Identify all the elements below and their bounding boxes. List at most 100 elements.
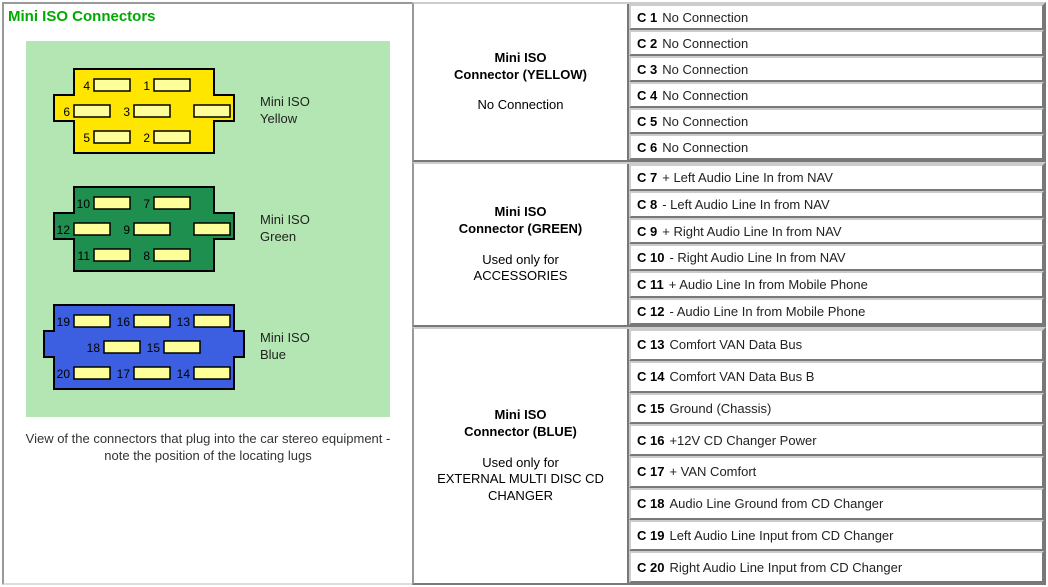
svg-text:20: 20 — [57, 367, 71, 381]
pin-row: C 17 + VAN Comfort — [629, 456, 1044, 488]
pin-row: C 9 + Right Audio Line In from NAV — [629, 218, 1044, 245]
pin-table: C 7 + Left Audio Line In from NAVC 8 - L… — [629, 164, 1044, 325]
pin-id: C 16 — [637, 433, 664, 448]
pin-row: C 12 - Audio Line In from Mobile Phone — [629, 298, 1044, 325]
pin-id: C 10 — [637, 250, 664, 265]
pin-row: C 15 Ground (Chassis) — [629, 393, 1044, 425]
pin-desc: No Connection — [662, 36, 748, 51]
pin-id: C 19 — [637, 528, 664, 543]
svg-text:7: 7 — [143, 197, 150, 211]
pin-row: C 3 No Connection — [629, 56, 1044, 82]
section-sub: Used only forACCESSORIES — [474, 252, 568, 286]
pin-row: C 20 Right Audio Line Input from CD Chan… — [629, 551, 1044, 583]
pin-row: C 18 Audio Line Ground from CD Changer — [629, 488, 1044, 520]
svg-text:12: 12 — [57, 223, 71, 237]
pin-desc: No Connection — [662, 88, 748, 103]
connector-row: 107129118 Mini ISOGreen — [34, 179, 382, 279]
pin-desc: - Left Audio Line In from NAV — [662, 197, 829, 212]
pin-id: C 14 — [637, 369, 664, 384]
pin-id: C 6 — [637, 140, 657, 155]
pin-row: C 11 + Audio Line In from Mobile Phone — [629, 271, 1044, 298]
pin-row: C 8 - Left Audio Line In from NAV — [629, 191, 1044, 218]
section-label: Mini ISOConnector (YELLOW) No Connection — [414, 4, 629, 160]
pin-id: C 13 — [637, 337, 664, 352]
section-sub: No Connection — [478, 97, 564, 114]
pin-desc: No Connection — [662, 140, 748, 155]
section-label: Mini ISOConnector (BLUE) Used only forEX… — [414, 329, 629, 583]
pin-desc: - Audio Line In from Mobile Phone — [669, 304, 865, 319]
pin-desc: +12V CD Changer Power — [669, 433, 816, 448]
pin-id: C 4 — [637, 88, 657, 103]
pin-desc: No Connection — [662, 114, 748, 129]
svg-text:2: 2 — [143, 131, 150, 145]
diagram-caption: View of the connectors that plug into th… — [6, 425, 410, 471]
svg-text:9: 9 — [123, 223, 130, 237]
connector-label: Mini ISOGreen — [260, 212, 310, 246]
svg-text:1: 1 — [143, 79, 150, 93]
pin-desc: No Connection — [662, 10, 748, 25]
connector-icon: 4 1 6 3 5 2 — [34, 61, 254, 161]
pin-id: C 15 — [637, 401, 664, 416]
layout: Mini ISO Connectors 416352 Mini ISOYello… — [2, 2, 1046, 585]
pin-row: C 14 Comfort VAN Data Bus B — [629, 361, 1044, 393]
svg-text:13: 13 — [177, 315, 191, 329]
pin-desc: Ground (Chassis) — [669, 401, 771, 416]
pin-row: C 7 + Left Audio Line In from NAV — [629, 164, 1044, 191]
svg-text:19: 19 — [57, 315, 71, 329]
connector-diagram: 416352 Mini ISOYellow 107129118 Mini ISO… — [26, 41, 390, 417]
pin-id: C 5 — [637, 114, 657, 129]
page-title: Mini ISO Connectors — [6, 6, 410, 31]
svg-text:3: 3 — [123, 105, 130, 119]
left-panel: Mini ISO Connectors 416352 Mini ISOYello… — [2, 2, 412, 585]
pin-row: C 16 +12V CD Changer Power — [629, 424, 1044, 456]
pin-row: C 13 Comfort VAN Data Bus — [629, 329, 1044, 361]
section-name: Mini ISOConnector (BLUE) — [464, 407, 577, 441]
svg-text:16: 16 — [117, 315, 131, 329]
connector-row: 4 1 6 3 5 2 Mini ISOYellow — [34, 61, 382, 161]
pin-row: C 10 - Right Audio Line In from NAV — [629, 244, 1044, 271]
pinout-section: Mini ISOConnector (YELLOW) No Connection… — [412, 2, 1046, 162]
connector-icon: 1916131815201714 — [34, 297, 254, 397]
pin-desc: - Right Audio Line In from NAV — [669, 250, 845, 265]
pin-desc: Audio Line Ground from CD Changer — [669, 496, 883, 511]
pin-id: C 7 — [637, 170, 657, 185]
pinout-section: Mini ISOConnector (BLUE) Used only forEX… — [412, 327, 1046, 585]
pin-row: C 1 No Connection — [629, 4, 1044, 30]
svg-text:11: 11 — [78, 249, 91, 263]
section-label: Mini ISOConnector (GREEN) Used only forA… — [414, 164, 629, 325]
pin-row: C 6 No Connection — [629, 134, 1044, 160]
pin-desc: Left Audio Line Input from CD Changer — [669, 528, 893, 543]
svg-text:15: 15 — [147, 341, 161, 355]
svg-text:4: 4 — [83, 79, 90, 93]
pinout-section: Mini ISOConnector (GREEN) Used only forA… — [412, 162, 1046, 327]
pin-id: C 8 — [637, 197, 657, 212]
pin-desc: Comfort VAN Data Bus — [669, 337, 802, 352]
svg-text:8: 8 — [143, 249, 150, 263]
pin-row: C 5 No Connection — [629, 108, 1044, 134]
pin-table: C 1 No ConnectionC 2 No ConnectionC 3 No… — [629, 4, 1044, 160]
pin-desc: + Audio Line In from Mobile Phone — [669, 277, 868, 292]
connector-label: Mini ISOYellow — [260, 94, 310, 128]
pin-id: C 17 — [637, 464, 664, 479]
svg-text:14: 14 — [177, 367, 191, 381]
pin-id: C 18 — [637, 496, 664, 511]
pin-desc: No Connection — [662, 62, 748, 77]
pin-desc: Comfort VAN Data Bus B — [669, 369, 814, 384]
svg-text:17: 17 — [117, 367, 131, 381]
pin-row: C 4 No Connection — [629, 82, 1044, 108]
pin-row: C 2 No Connection — [629, 30, 1044, 56]
section-name: Mini ISOConnector (YELLOW) — [454, 50, 587, 84]
pin-id: C 2 — [637, 36, 657, 51]
pin-id: C 12 — [637, 304, 664, 319]
connector-icon: 107129118 — [34, 179, 254, 279]
section-sub: Used only forEXTERNAL MULTI DISC CD CHAN… — [420, 455, 621, 506]
pin-desc: Right Audio Line Input from CD Changer — [669, 560, 902, 575]
pin-id: C 3 — [637, 62, 657, 77]
svg-text:6: 6 — [63, 105, 70, 119]
pin-row: C 19 Left Audio Line Input from CD Chang… — [629, 520, 1044, 552]
connector-label: Mini ISOBlue — [260, 330, 310, 364]
svg-text:5: 5 — [83, 131, 90, 145]
pin-desc: + VAN Comfort — [669, 464, 756, 479]
pin-id: C 20 — [637, 560, 664, 575]
pin-id: C 9 — [637, 224, 657, 239]
